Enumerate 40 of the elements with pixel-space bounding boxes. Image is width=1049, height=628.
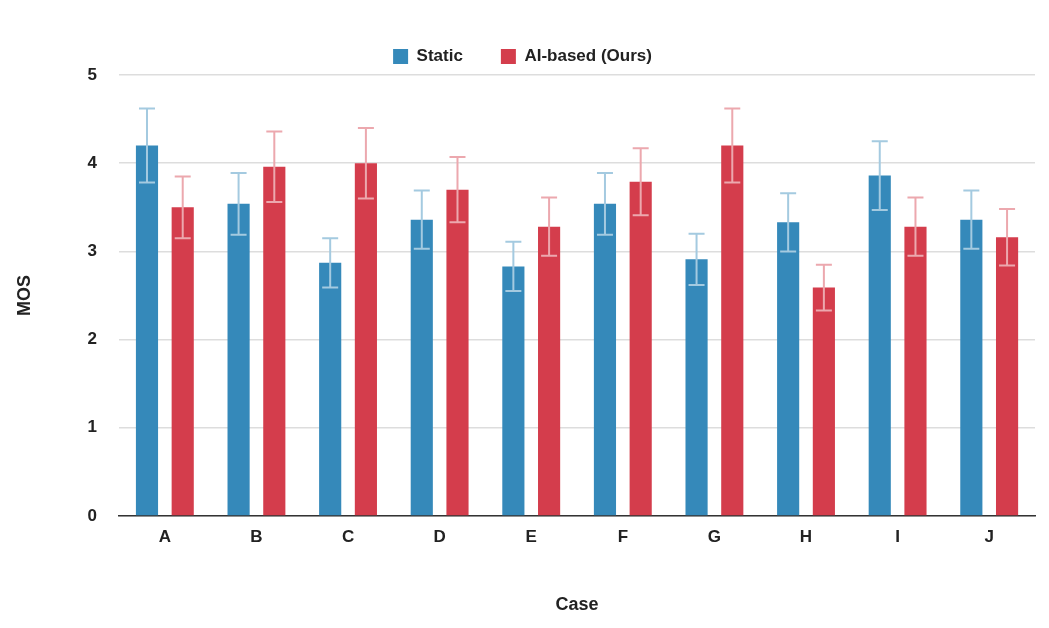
bar: [538, 226, 561, 516]
bar: [354, 163, 377, 516]
bar: [777, 222, 800, 516]
bar: [227, 203, 250, 516]
y-tick-label: 2: [87, 329, 98, 349]
bar: [629, 181, 652, 516]
legend-label: Static: [416, 46, 463, 66]
y-tick-label: 5: [87, 64, 98, 84]
x-tick-label: D: [433, 526, 446, 546]
bar: [410, 219, 433, 516]
legend-label: AI-based (Ours): [524, 46, 652, 66]
bar: [868, 175, 891, 516]
bar: [446, 189, 469, 516]
x-tick-label: I: [895, 526, 900, 546]
x-tick-label: J: [984, 526, 994, 546]
x-tick-label: H: [799, 526, 813, 546]
x-tick-label: F: [617, 526, 629, 546]
bar: [812, 287, 835, 516]
y-tick-label: 4: [87, 152, 98, 172]
bar: [171, 207, 194, 516]
bar: [685, 259, 708, 516]
bar: [904, 226, 927, 516]
bar: [135, 145, 159, 516]
bar: [502, 266, 525, 516]
x-tick-label: A: [158, 526, 171, 546]
y-tick-label: 1: [87, 417, 98, 437]
bar: [263, 166, 286, 516]
y-tick-label: 0: [87, 505, 98, 525]
x-tick-label: E: [525, 526, 537, 546]
x-tick-label: C: [341, 526, 355, 546]
x-axis-title: Case: [555, 594, 599, 615]
bar: [995, 237, 1019, 516]
bar: [960, 219, 983, 516]
y-axis-title: MOS: [13, 274, 34, 317]
bar: [721, 145, 744, 516]
bar: [319, 262, 342, 516]
bar: [593, 203, 617, 516]
x-tick-label: B: [250, 526, 263, 546]
y-tick-label: 3: [87, 241, 98, 261]
x-tick-label: G: [707, 526, 722, 546]
